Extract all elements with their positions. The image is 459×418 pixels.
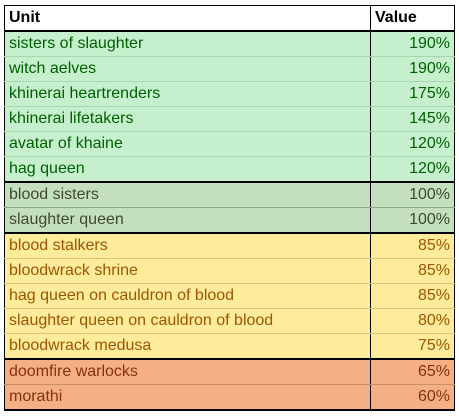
value-cell[interactable]: 190% [370,30,455,57]
value-cell[interactable]: 65% [370,358,455,385]
value-cell[interactable]: 100% [370,181,455,208]
unit-cell[interactable]: bloodwrack medusa [4,333,371,360]
value-cell[interactable]: 100% [370,207,455,234]
unit-cell[interactable]: witch aelves [4,56,371,82]
table-row: khinerai lifetakers 145% [4,106,455,132]
table-row: morathi 60% [4,384,455,411]
unit-cell[interactable]: sisters of slaughter [4,30,371,57]
table-row: bloodwrack medusa 75% [4,333,455,360]
value-cell[interactable]: 60% [370,384,455,411]
unit-cell[interactable]: khinerai lifetakers [4,106,371,132]
value-cell[interactable]: 120% [370,131,455,157]
unit-cell[interactable]: doomfire warlocks [4,358,371,385]
unit-cell[interactable]: blood stalkers [4,232,371,259]
table-row: slaughter queen on cauldron of blood 80% [4,308,455,334]
unit-cell[interactable]: avatar of khaine [4,131,371,157]
table-row: khinerai heartrenders 175% [4,81,455,107]
unit-column-header[interactable]: Unit [4,5,371,32]
unit-cell[interactable]: hag queen [4,156,371,183]
unit-value-table: Unit Value sisters of slaughter 190% witch… [4,5,455,411]
value-cell[interactable]: 85% [370,258,455,284]
value-cell[interactable]: 145% [370,106,455,132]
table-row: sisters of slaughter 190% [4,30,455,57]
table-row: blood sisters 100% [4,181,455,208]
value-cell[interactable]: 85% [370,232,455,259]
table-row: hag queen 120% [4,156,455,183]
table-row: bloodwrack shrine 85% [4,258,455,284]
table-row: doomfire warlocks 65% [4,358,455,385]
unit-cell[interactable]: bloodwrack shrine [4,258,371,284]
unit-cell[interactable]: slaughter queen on cauldron of blood [4,308,371,334]
value-cell[interactable]: 80% [370,308,455,334]
table-row: hag queen on cauldron of blood 85% [4,283,455,309]
header-row: Unit Value [4,5,455,32]
table-row: witch aelves 190% [4,56,455,82]
table-body: sisters of slaughter 190% witch aelves 190%… [4,30,455,411]
unit-cell[interactable]: hag queen on cauldron of blood [4,283,371,309]
table-row: avatar of khaine 120% [4,131,455,157]
spreadsheet-range: Unit Value sisters of slaughter 190% witch… [4,5,455,411]
value-column-header[interactable]: Value [370,5,455,32]
unit-cell[interactable]: blood sisters [4,181,371,208]
value-cell[interactable]: 75% [370,333,455,360]
value-cell[interactable]: 85% [370,283,455,309]
unit-cell[interactable]: morathi [4,384,371,411]
value-cell[interactable]: 190% [370,56,455,82]
value-cell[interactable]: 175% [370,81,455,107]
table-row: slaughter queen 100% [4,207,455,234]
table-row: blood stalkers 85% [4,232,455,259]
unit-cell[interactable]: slaughter queen [4,207,371,234]
value-cell[interactable]: 120% [370,156,455,183]
unit-cell[interactable]: khinerai heartrenders [4,81,371,107]
